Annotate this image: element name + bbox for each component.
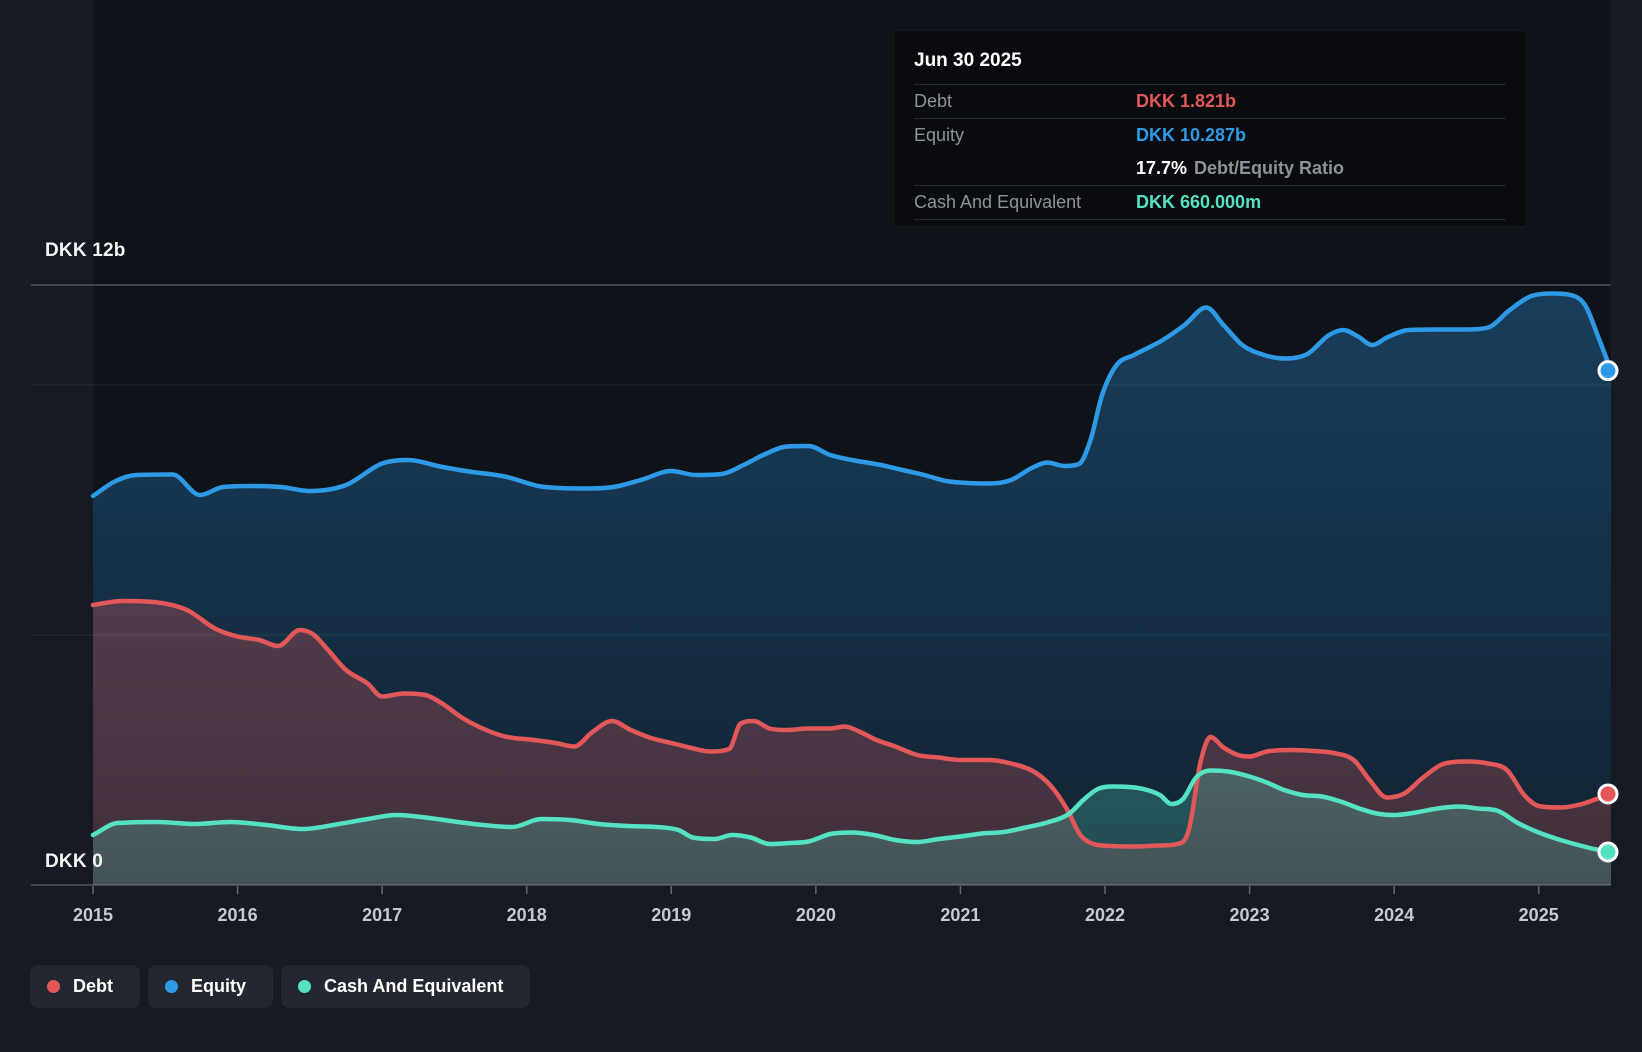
legend-label-equity: Equity <box>191 976 247 996</box>
x-axis-label-2022: 2022 <box>1085 905 1125 925</box>
y-axis-label-zero: DKK 0 <box>45 851 104 872</box>
x-axis-label-2018: 2018 <box>507 905 547 925</box>
legend-label-cash: Cash And Equivalent <box>324 976 504 996</box>
series-line-debt <box>90 598 1614 849</box>
tooltip-row-ratio: 17.7% Debt/Equity Ratio <box>914 152 1506 186</box>
tooltip-date: Jun 30 2025 <box>914 44 1506 85</box>
legend-chip-cash[interactable]: Cash And Equivalent <box>281 965 531 1008</box>
tooltip-row-cash: Cash And Equivalent DKK 660.000m <box>914 186 1506 220</box>
cash-series-dot-icon <box>298 980 312 993</box>
tooltip-ratio-label: Debt/Equity Ratio <box>1194 158 1345 178</box>
tooltip-ratio-percent: 17.7% <box>1136 158 1188 178</box>
x-axis-label-2019: 2019 <box>651 905 691 925</box>
tooltip-debt-label: Debt <box>914 91 953 111</box>
legend-chip-equity[interactable]: Equity <box>148 965 274 1008</box>
x-axis-label-2015: 2015 <box>73 905 113 925</box>
x-axis-label-2020: 2020 <box>796 905 836 925</box>
legend: Debt Equity Cash And Equivalent <box>30 965 531 1008</box>
series-area-cash <box>93 770 1611 885</box>
debt-series-dot-icon <box>47 980 60 993</box>
chart-tooltip: Jun 30 2025 Debt DKK 1.821b Equity DKK 1… <box>893 30 1527 227</box>
tooltip-cash-label: Cash And Equivalent <box>914 192 1082 212</box>
tooltip-row-debt: Debt DKK 1.821b <box>914 85 1506 119</box>
end-marker-cash <box>1597 841 1619 863</box>
tooltip-row-equity: Equity DKK 10.287b <box>914 119 1506 152</box>
end-marker-equity <box>1597 360 1619 382</box>
y-axis-label-top: DKK 12b <box>45 240 126 261</box>
series-line-equity <box>90 291 1614 499</box>
tooltip-cash-value: DKK 660.000m <box>1136 192 1262 212</box>
x-axis-label-2017: 2017 <box>362 905 402 925</box>
x-axis-label-2016: 2016 <box>218 905 258 925</box>
x-axis-label-2023: 2023 <box>1230 905 1270 925</box>
x-axis-label-2021: 2021 <box>940 905 980 925</box>
equity-series-dot-icon <box>165 980 178 993</box>
x-axis-label-2024: 2024 <box>1374 905 1414 925</box>
x-axis-label-2025: 2025 <box>1519 905 1559 925</box>
end-marker-debt <box>1597 783 1619 805</box>
legend-label-debt: Debt <box>73 976 113 996</box>
tooltip-equity-value: DKK 10.287b <box>1136 125 1247 145</box>
tooltip-equity-label: Equity <box>914 125 965 145</box>
series-line-cash <box>90 768 1614 855</box>
tooltip-debt-value: DKK 1.821b <box>1136 91 1237 111</box>
legend-chip-debt[interactable]: Debt <box>30 965 140 1008</box>
